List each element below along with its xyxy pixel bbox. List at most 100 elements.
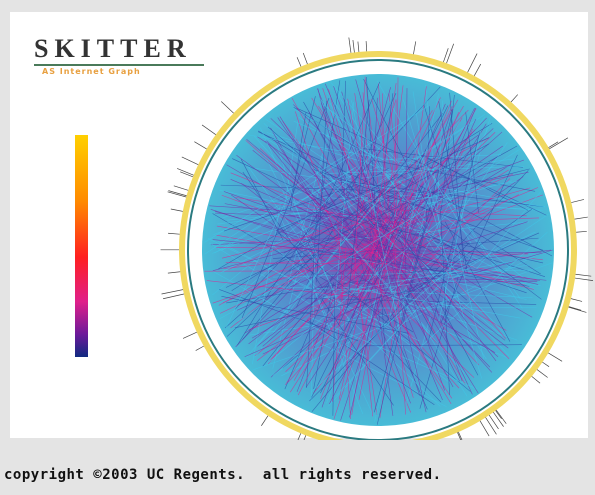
edge [321, 298, 394, 406]
edge [285, 272, 391, 372]
edge [218, 226, 361, 306]
edge [195, 345, 204, 351]
edge [290, 112, 307, 211]
edge [349, 246, 390, 418]
edge [363, 344, 522, 347]
edge [510, 94, 519, 103]
edge [312, 285, 364, 414]
edge [216, 225, 378, 255]
edge [387, 251, 544, 332]
edge [576, 230, 587, 233]
edge [241, 183, 390, 299]
edge [408, 107, 476, 269]
edge [257, 136, 389, 226]
edge [412, 91, 429, 195]
edge [209, 205, 415, 220]
edge [443, 285, 503, 337]
edge [351, 249, 379, 415]
edge [418, 170, 529, 290]
edge [351, 100, 404, 347]
edge [443, 48, 449, 63]
edge [377, 97, 441, 237]
edge [223, 185, 356, 232]
edge [248, 134, 427, 167]
edge [422, 128, 473, 244]
edge [214, 212, 395, 220]
edge [276, 137, 490, 231]
edge [317, 149, 520, 278]
edge [375, 159, 524, 215]
edge [407, 187, 539, 243]
edge [389, 347, 442, 403]
edge [329, 230, 418, 405]
subtitle: AS Internet Graph [42, 67, 141, 76]
spokes [160, 37, 594, 440]
edge [382, 171, 529, 203]
edge [381, 100, 452, 267]
edge [221, 101, 234, 114]
edge [395, 249, 553, 297]
edge [230, 172, 381, 233]
edge [457, 432, 462, 440]
edge [382, 210, 497, 362]
edge [221, 194, 415, 267]
edge [161, 289, 184, 295]
edge [320, 250, 379, 400]
edge [435, 142, 508, 251]
edge [302, 52, 308, 65]
edge [231, 194, 361, 287]
edge [394, 99, 459, 212]
edge [306, 210, 317, 388]
edge [352, 39, 355, 53]
edge [323, 104, 398, 163]
edge [443, 187, 545, 208]
edge [293, 120, 387, 162]
edge [234, 209, 329, 310]
edge [231, 182, 402, 292]
edge [340, 277, 387, 421]
edge [354, 93, 380, 249]
edge [220, 184, 424, 193]
edge [272, 255, 440, 376]
edge [473, 63, 482, 76]
edge [340, 257, 533, 292]
edge [393, 100, 397, 263]
edge [381, 85, 404, 249]
edge [347, 98, 384, 272]
color-legend [75, 135, 88, 357]
edge [223, 251, 383, 269]
edge [230, 179, 376, 241]
edge [309, 242, 470, 402]
edge [170, 208, 183, 212]
edge [256, 170, 405, 347]
edge [320, 99, 430, 227]
edge [241, 181, 298, 319]
edge [548, 141, 559, 148]
edge [368, 250, 414, 398]
edge [212, 239, 361, 255]
edge [570, 298, 583, 302]
edge [413, 41, 417, 55]
edge [347, 99, 370, 308]
edge [440, 154, 518, 324]
edge [168, 232, 180, 235]
edge [568, 306, 587, 313]
edge [173, 185, 189, 191]
edge [228, 221, 343, 270]
edge [321, 240, 380, 408]
edge [427, 132, 480, 343]
edges [204, 76, 553, 425]
edge [379, 251, 443, 401]
edge [216, 247, 379, 250]
edge [438, 132, 481, 322]
edge [266, 132, 407, 176]
edge [458, 431, 463, 440]
edge [247, 166, 438, 197]
edge [167, 191, 187, 198]
edge [221, 295, 409, 334]
edge [248, 258, 361, 345]
edge [311, 192, 414, 398]
edge [476, 190, 542, 269]
edge [212, 166, 439, 254]
edge [248, 288, 365, 331]
